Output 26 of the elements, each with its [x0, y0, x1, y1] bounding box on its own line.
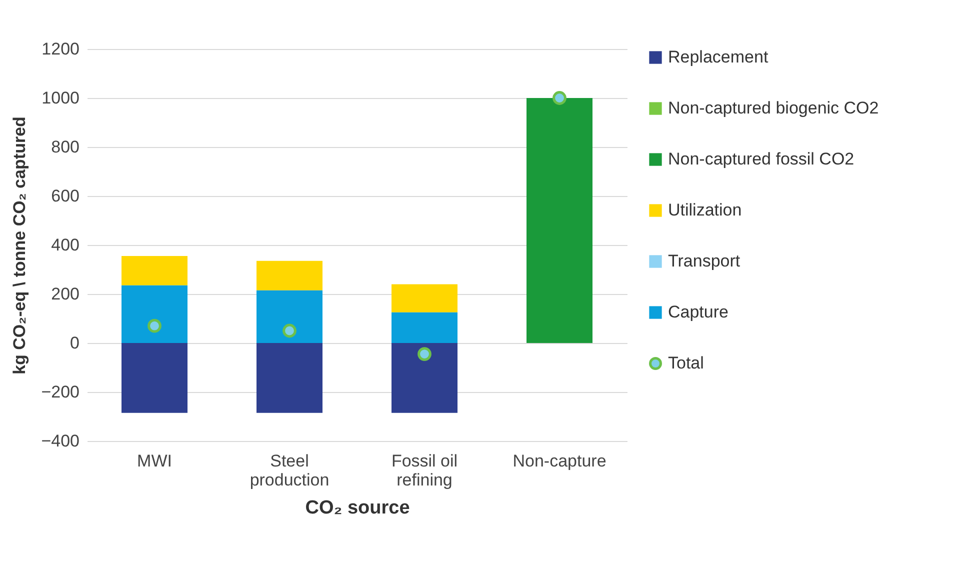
y-tick-label: −400 [41, 432, 80, 450]
y-tick-label: 0 [70, 334, 80, 352]
x-tick-label: Steel production [250, 452, 330, 490]
legend-label: Non-captured biogenic CO2 [668, 98, 879, 118]
y-tick-label: 400 [51, 236, 80, 254]
y-tick-label: 600 [51, 186, 80, 206]
x-tick-label: MWI [137, 452, 172, 470]
point [552, 91, 566, 105]
y-axis-title: kg CO₂-eq \ tonne CO₂ captured [10, 116, 30, 374]
x-tick-label: Fossil oil refining [391, 452, 458, 490]
y-tick-label: 200 [51, 284, 80, 304]
point [282, 324, 296, 338]
legend-label: Non-captured fossil CO2 [668, 150, 854, 168]
y-tick-label: 1000 [42, 88, 80, 108]
legend-label: Total [668, 354, 704, 372]
y-tick-label: 1200 [42, 40, 80, 58]
legend-label: Utilization [668, 200, 742, 220]
legend-label: Replacement [668, 48, 768, 66]
y-tick-label: 800 [51, 138, 80, 156]
point [148, 318, 162, 333]
point [418, 347, 432, 361]
legend-label: Capture [668, 302, 728, 322]
x-axis-title: CO₂ source [305, 498, 410, 518]
y-tick-label: −200 [41, 382, 80, 402]
x-tick-label: Non-capture [512, 452, 606, 470]
legend-label: Transport [668, 252, 740, 270]
